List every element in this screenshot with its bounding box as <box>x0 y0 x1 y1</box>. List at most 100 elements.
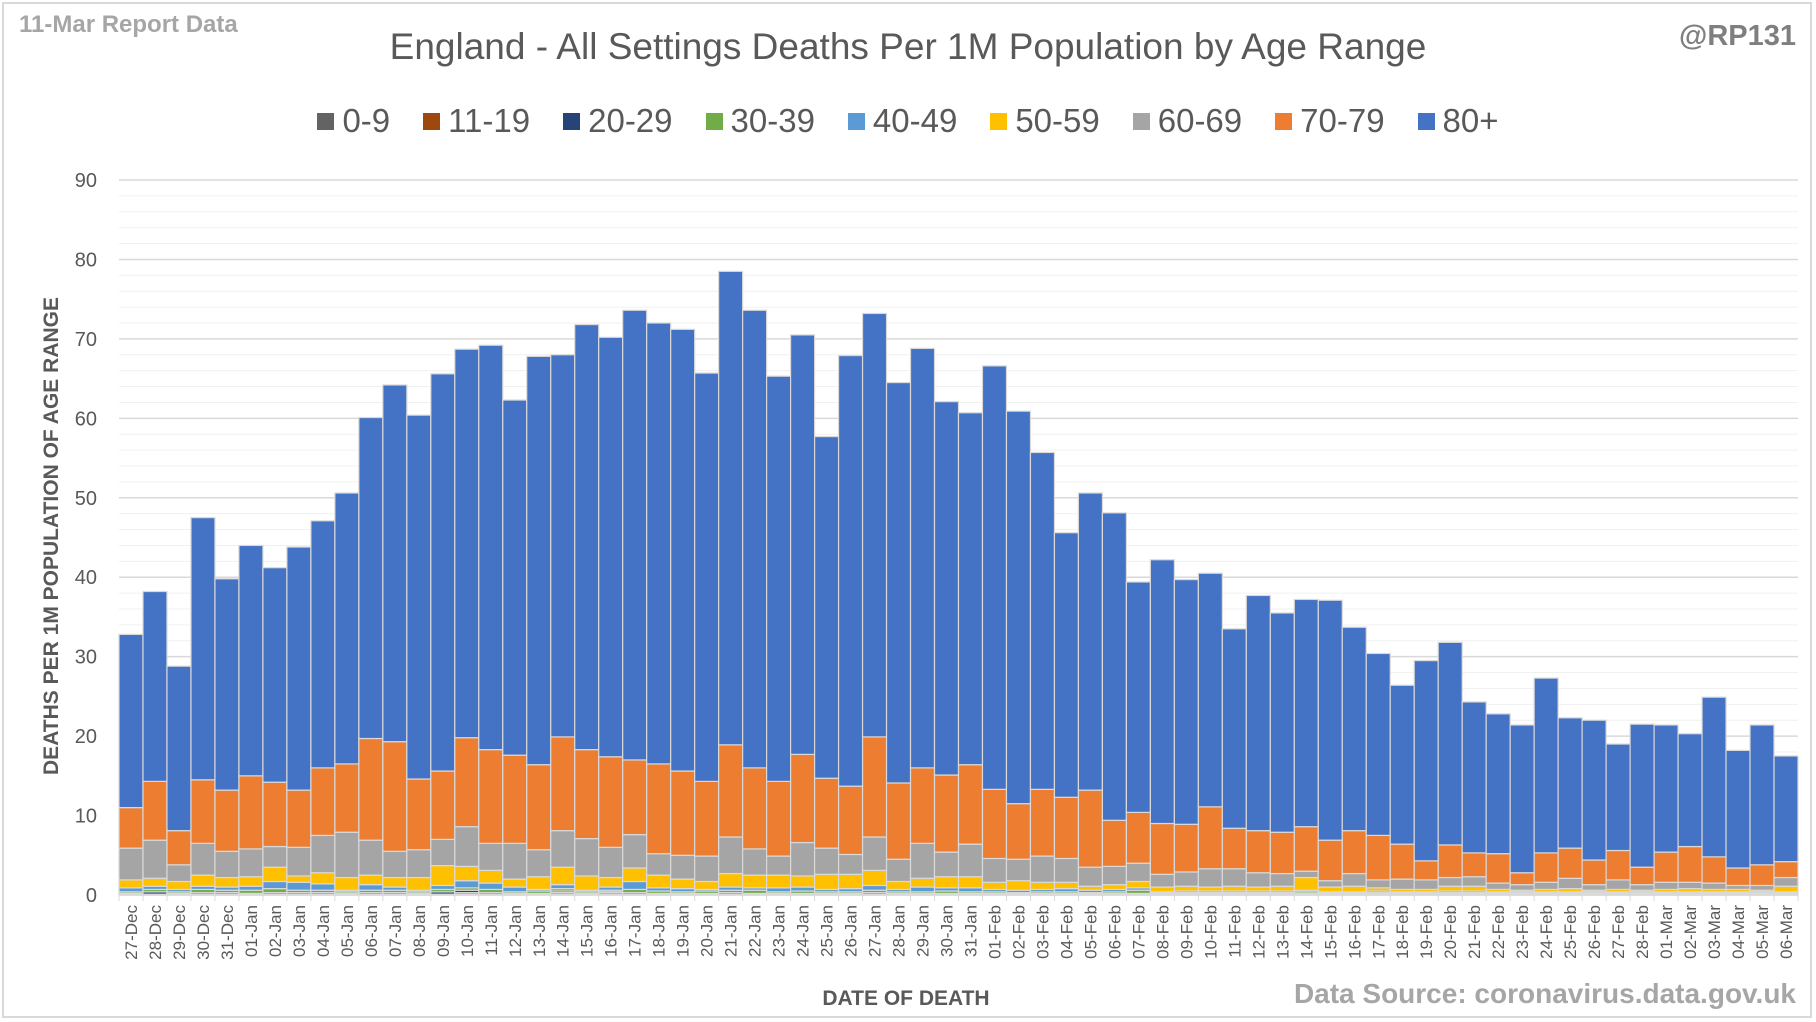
bar-segment-60-69 <box>909 842 936 879</box>
bar-segment-70-79 <box>885 782 912 860</box>
bar-stack-16-Feb <box>1341 626 1367 896</box>
bar-segment-60-69 <box>789 841 816 877</box>
bar-segment-70-79 <box>1629 866 1655 886</box>
bar-stack-09-Feb <box>1173 579 1199 896</box>
bar-segment-40-49 <box>861 884 888 891</box>
bar-stack-20-Jan <box>694 372 720 896</box>
bar-segment-70-79 <box>214 789 240 852</box>
legend-item-11-19: 11-19 <box>423 102 530 140</box>
bar-segment-80plus <box>142 590 168 782</box>
bar-stack-11-Feb <box>1221 628 1247 896</box>
bar-segment-60-69 <box>1101 865 1128 886</box>
bar-segment-70-79 <box>238 775 264 850</box>
bar-segment-40-49 <box>310 883 336 891</box>
x-axis-title: DATE OF DEATH <box>822 987 989 1010</box>
bar-segment-80plus <box>1653 724 1679 853</box>
bar-segment-40-49 <box>358 884 384 891</box>
bar-segment-60-69 <box>1485 882 1511 891</box>
x-tick-label: 02-Feb <box>1009 905 1028 959</box>
bar-stack-14-Jan <box>550 354 576 896</box>
bar-stack-28-Dec <box>142 590 168 896</box>
bar-segment-60-69 <box>1605 879 1631 891</box>
x-tick-label: 27-Jan <box>866 905 885 957</box>
bar-segment-70-79 <box>1413 860 1439 881</box>
x-tick-label: 18-Feb <box>1393 905 1412 959</box>
x-tick-label: 19-Feb <box>1417 905 1436 959</box>
bar-segment-50-59 <box>142 877 168 887</box>
x-tick-label: 28-Jan <box>890 905 909 957</box>
bar-segment-50-59 <box>909 877 936 888</box>
x-tick-label: 13-Jan <box>530 905 549 957</box>
x-tick-label: 02-Jan <box>266 905 285 957</box>
legend-label: 70-79 <box>1300 102 1385 139</box>
x-tick-label: 06-Feb <box>1105 905 1124 959</box>
bar-segment-70-79 <box>861 736 888 838</box>
bar-segment-80plus <box>981 365 1008 790</box>
legend-item-30-39: 30-39 <box>705 102 815 140</box>
bar-segment-60-69 <box>885 858 912 883</box>
bar-segment-60-69 <box>742 848 768 876</box>
bar-stack-22-Jan <box>742 309 768 896</box>
bar-segment-60-69 <box>1197 868 1223 888</box>
bar-segment-50-59 <box>789 875 816 888</box>
y-tick-label: 10 <box>75 806 97 828</box>
bar-segment-80plus <box>1533 677 1559 854</box>
x-tick-label: 10-Feb <box>1201 905 1220 959</box>
bar-segment-70-79 <box>742 767 768 850</box>
bar-segment-60-69 <box>1173 871 1199 887</box>
bar-segment-60-69 <box>286 846 312 877</box>
x-tick-label: 01-Jan <box>242 905 261 957</box>
bar-segment-70-79 <box>646 763 672 855</box>
bar-stack-18-Jan <box>646 322 672 896</box>
bar-segment-80plus <box>1413 660 1439 862</box>
bar-segment-50-59 <box>598 876 624 888</box>
bar-segment-70-79 <box>118 807 144 849</box>
bar-segment-80plus <box>214 578 240 791</box>
bar-segment-60-69 <box>478 842 504 871</box>
x-tick-label: 03-Feb <box>1033 905 1052 959</box>
bar-segment-60-69 <box>238 848 264 878</box>
bar-segment-60-69 <box>118 847 144 881</box>
bar-stack-26-Jan <box>837 354 864 896</box>
x-tick-label: 11-Jan <box>482 905 501 956</box>
bar-segment-60-69 <box>694 855 720 883</box>
x-tick-label: 09-Jan <box>434 905 453 957</box>
report-date-label: 11-Mar Report Data <box>19 11 238 38</box>
bar-segment-80plus <box>1197 572 1223 808</box>
bar-segment-40-49 <box>454 880 480 889</box>
bar-segment-60-69 <box>262 845 288 868</box>
bar-segment-60-69 <box>1317 880 1343 888</box>
x-tick-label: 10-Jan <box>458 905 477 957</box>
x-tick-label: 28-Dec <box>146 905 165 960</box>
bar-stack-05-Feb <box>1077 492 1104 896</box>
bar-segment-80plus <box>933 401 960 776</box>
bar-segment-50-59 <box>406 876 432 891</box>
bar-segment-70-79 <box>1029 788 1056 857</box>
bar-segment-50-59 <box>526 876 552 891</box>
bar-stack-05-Mar <box>1749 724 1775 896</box>
bar-segment-80plus <box>1005 410 1032 805</box>
bar-stack-12-Jan <box>502 399 528 896</box>
bar-segment-50-59 <box>454 865 480 882</box>
bar-segment-80plus <box>1677 733 1703 848</box>
bar-segment-50-59 <box>861 869 888 887</box>
bar-segment-60-69 <box>1125 862 1151 883</box>
bar-segment-50-59 <box>1317 886 1343 893</box>
x-tick-label: 17-Feb <box>1369 905 1388 959</box>
bar-segment-70-79 <box>526 764 552 851</box>
bar-segment-60-69 <box>766 855 792 876</box>
bar-segment-80plus <box>1773 755 1799 863</box>
bar-segment-60-69 <box>1245 872 1271 888</box>
bar-stack-29-Dec <box>166 665 192 896</box>
bar-segment-40-49 <box>909 886 936 893</box>
bar-segment-70-79 <box>670 770 696 856</box>
bar-segment-80plus <box>1725 749 1751 869</box>
bar-segment-70-79 <box>1557 847 1583 879</box>
bar-segment-70-79 <box>1317 839 1343 882</box>
bar-segment-70-79 <box>1437 844 1463 879</box>
bar-segment-80plus <box>1317 599 1343 841</box>
x-tick-label: 08-Jan <box>410 905 429 957</box>
bar-segment-70-79 <box>1293 826 1319 872</box>
bar-segment-60-69 <box>837 853 864 875</box>
bar-segment-80plus <box>885 381 912 784</box>
